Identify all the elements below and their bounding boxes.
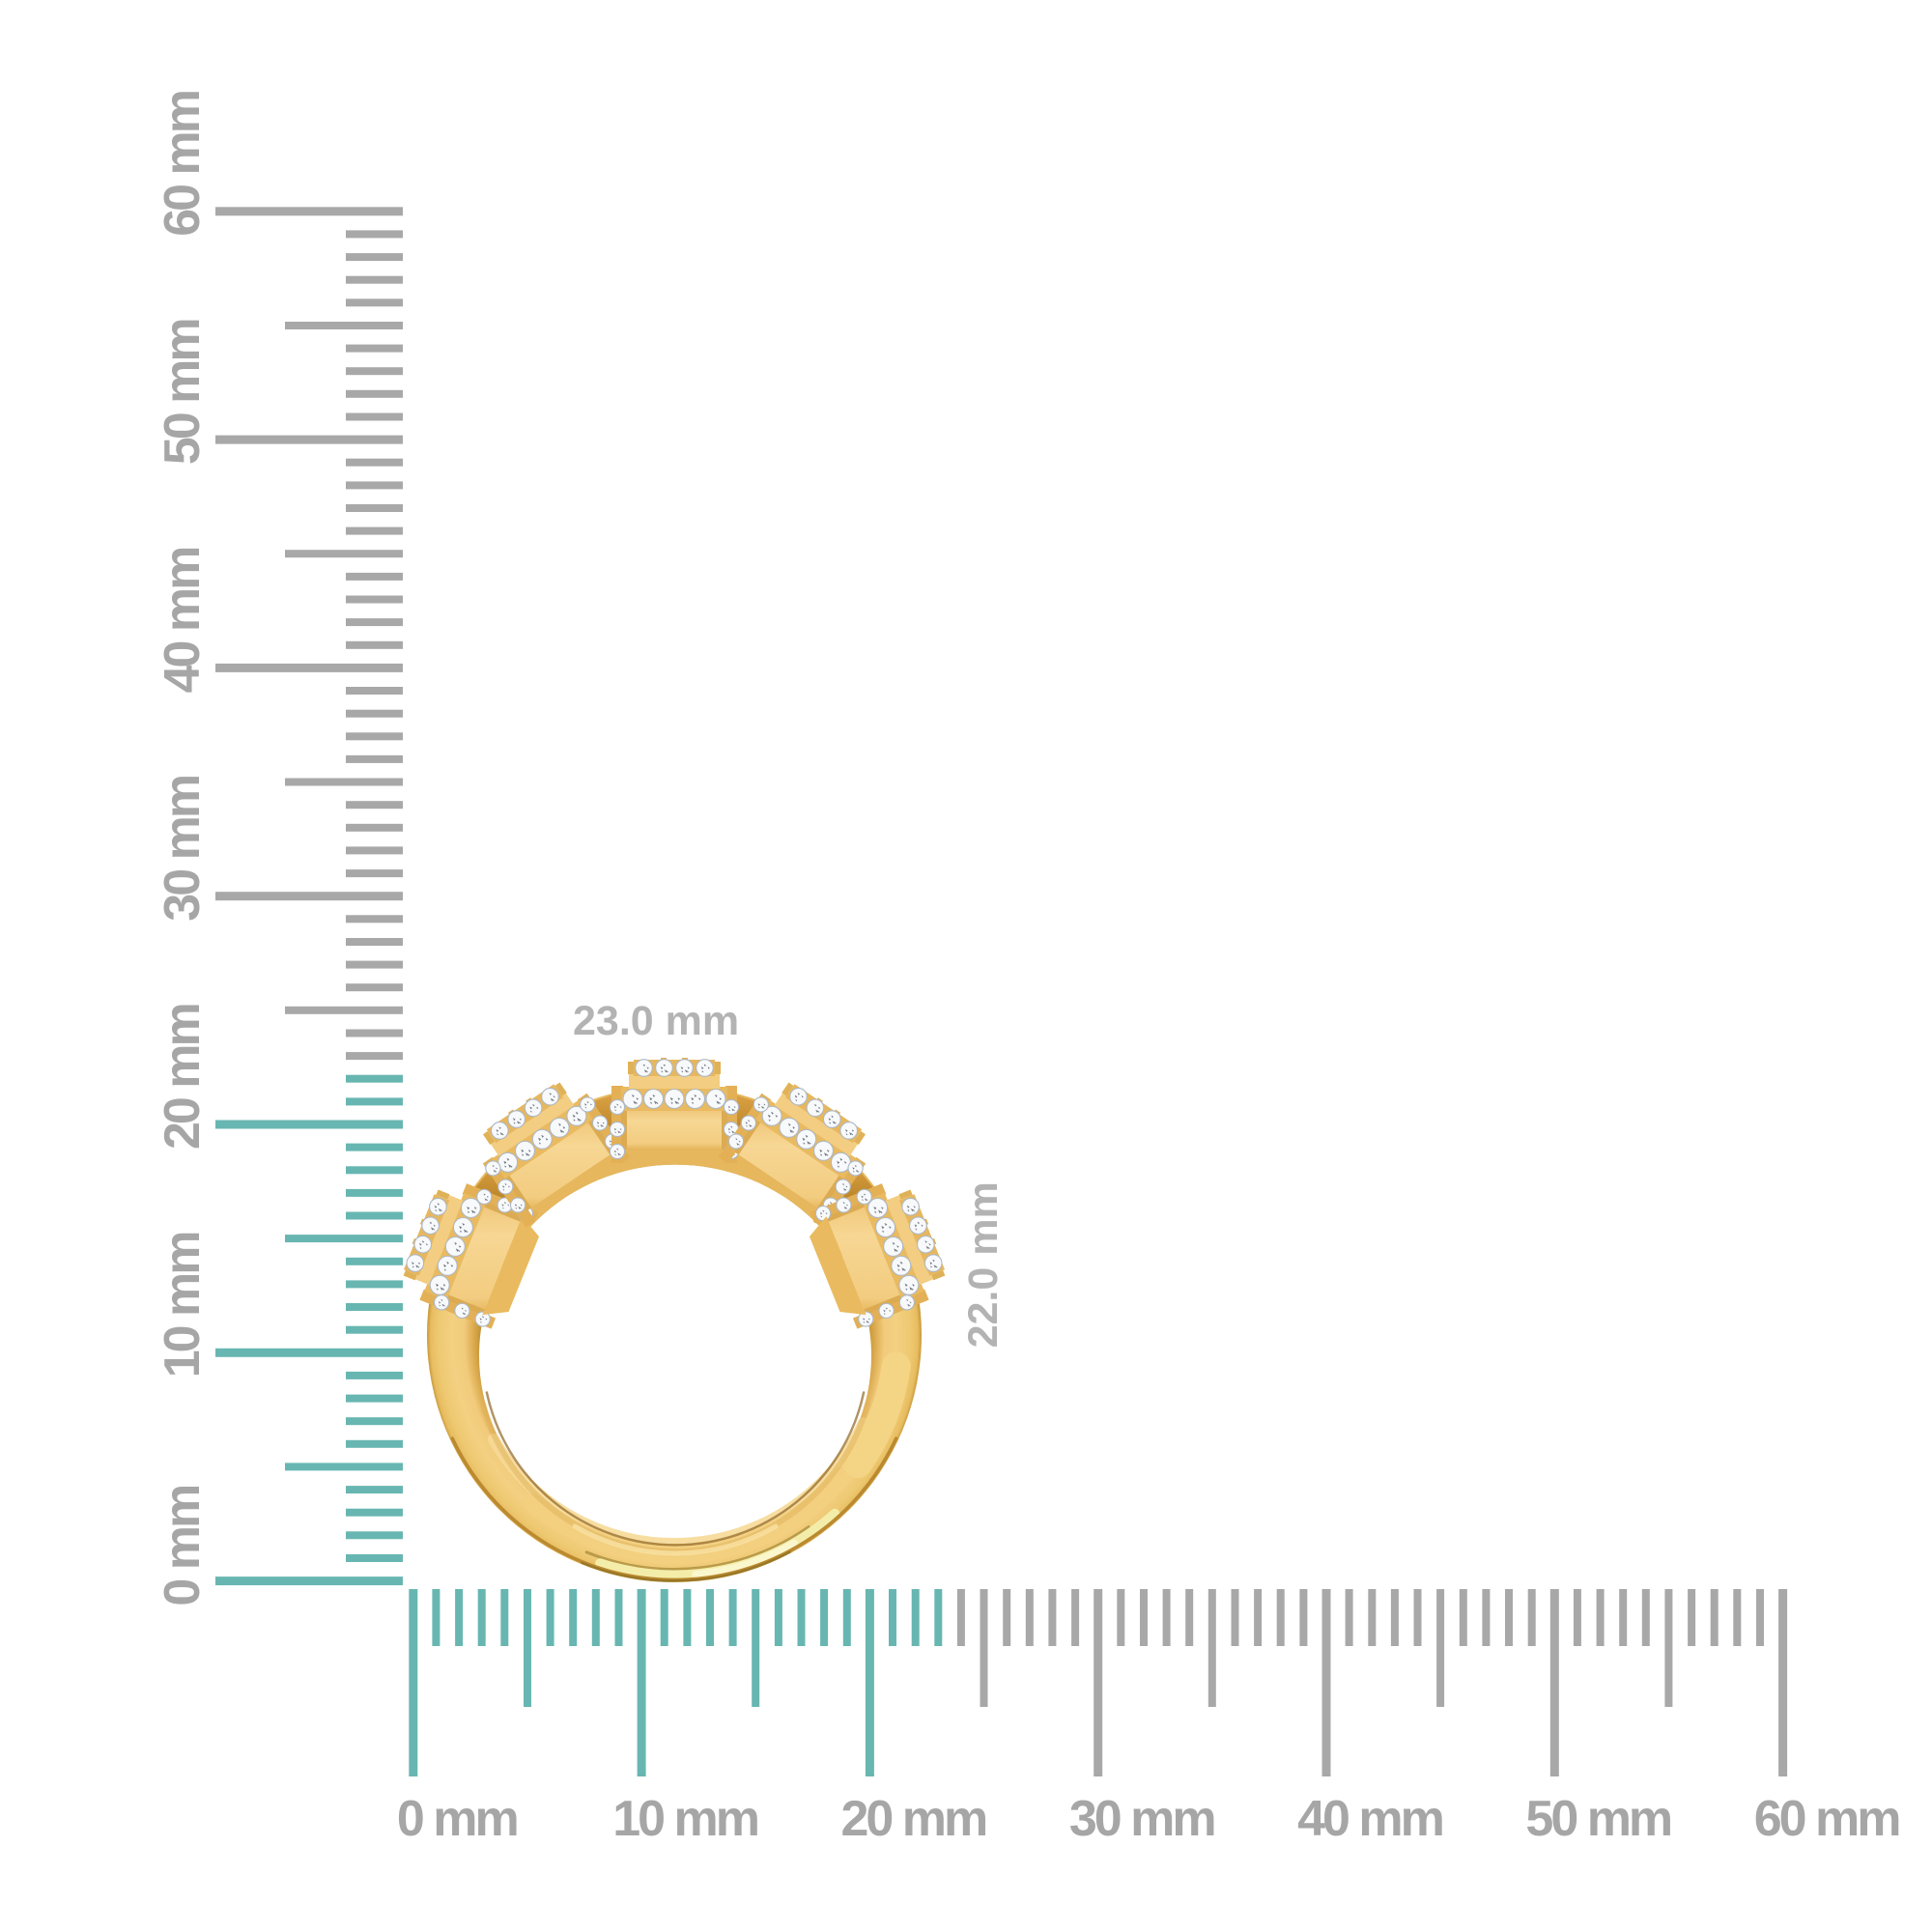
svg-text:40 mm: 40 mm — [155, 548, 211, 694]
svg-text:20 mm: 20 mm — [155, 1004, 211, 1150]
svg-text:30 mm: 30 mm — [155, 776, 211, 922]
svg-text:20 mm: 20 mm — [841, 1791, 987, 1847]
svg-text:60 mm: 60 mm — [155, 91, 211, 237]
svg-text:50 mm: 50 mm — [1525, 1791, 1671, 1847]
svg-text:30 mm: 30 mm — [1069, 1791, 1215, 1847]
svg-text:22.0 mm: 22.0 mm — [960, 1181, 1007, 1348]
svg-text:0 mm: 0 mm — [397, 1791, 518, 1847]
svg-text:60 mm: 60 mm — [1754, 1791, 1900, 1847]
svg-text:23.0 mm: 23.0 mm — [573, 998, 739, 1044]
svg-text:10 mm: 10 mm — [612, 1791, 758, 1847]
svg-text:50 mm: 50 mm — [155, 320, 211, 466]
svg-text:0 mm: 0 mm — [155, 1486, 211, 1606]
svg-text:40 mm: 40 mm — [1297, 1791, 1443, 1847]
svg-text:10 mm: 10 mm — [155, 1233, 211, 1378]
